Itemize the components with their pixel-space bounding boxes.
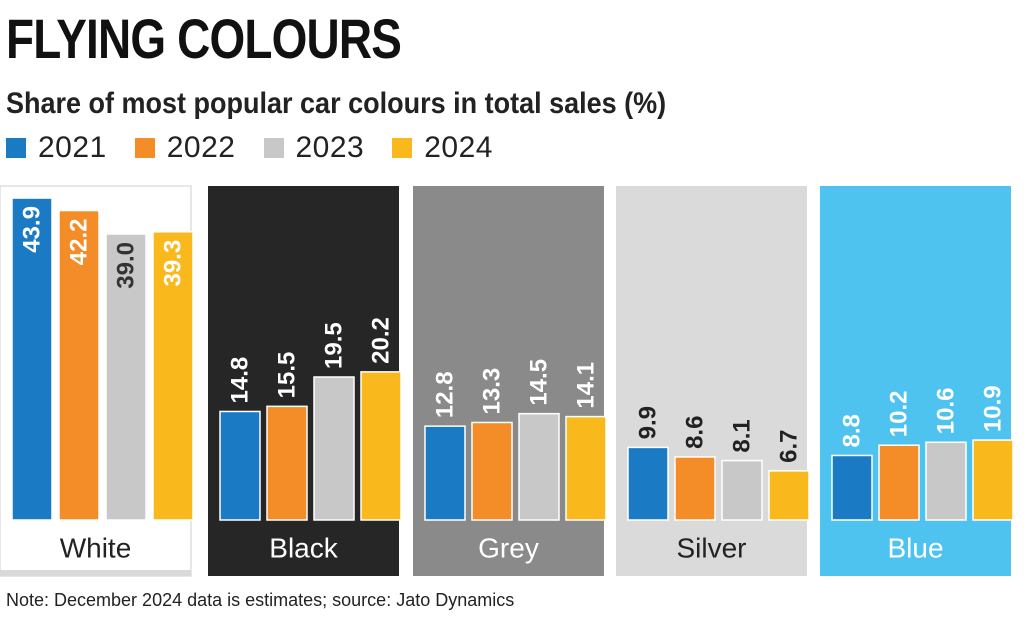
category-label-silver: Silver [676, 533, 746, 564]
value-label-black-2024: 20.2 [368, 317, 395, 364]
value-label-blue-2022: 10.2 [886, 390, 913, 437]
chart-title: FLYING COLOURS [6, 7, 402, 70]
value-label-grey-2024: 14.1 [573, 362, 600, 409]
legend: 2021 2022 2023 2024 [6, 128, 521, 168]
chart-subtitle: Share of most popular car colours in tot… [6, 87, 667, 120]
value-label-black-2022: 15.5 [274, 352, 301, 399]
bar-white-2024 [152, 231, 194, 521]
category-label-grey: Grey [478, 533, 539, 564]
value-label-silver-2024: 6.7 [776, 429, 803, 462]
bar-black-2023 [313, 376, 355, 521]
bar-white-2022 [58, 209, 100, 521]
value-label-black-2023: 19.5 [321, 322, 348, 369]
bar-grey-2022 [471, 421, 513, 521]
bar-white-2021 [11, 197, 53, 521]
bar-blue-2021 [831, 454, 873, 521]
legend-swatch-2024 [392, 138, 413, 158]
bar-grey-2021 [424, 425, 466, 521]
bar-black-2022 [266, 405, 308, 521]
category-label-black: Black [269, 533, 338, 564]
value-label-grey-2022: 13.3 [479, 368, 506, 415]
source-note: Note: December 2024 data is estimates; s… [6, 590, 515, 610]
value-label-silver-2022: 8.6 [682, 416, 709, 449]
value-label-blue-2023: 10.6 [933, 388, 960, 435]
value-label-grey-2021: 12.8 [432, 371, 459, 418]
value-label-white-2023: 39.0 [113, 242, 140, 289]
bar-silver-2024 [768, 470, 810, 521]
value-label-white-2024: 39.3 [160, 240, 187, 287]
bar-black-2021 [219, 410, 261, 521]
legend-item-2022: 2022 [134, 131, 236, 165]
legend-swatch-2021 [6, 138, 26, 158]
value-label-white-2021: 43.9 [19, 206, 46, 253]
value-label-silver-2021: 9.9 [635, 406, 662, 439]
bar-silver-2021 [627, 446, 669, 521]
value-label-black-2021: 14.8 [227, 357, 254, 404]
legend-label-2024: 2024 [424, 131, 493, 164]
value-label-silver-2023: 8.1 [729, 419, 756, 452]
category-label-white: White [60, 533, 132, 564]
bar-grey-2023 [518, 412, 560, 521]
bar-blue-2022 [878, 444, 920, 521]
legend-item-2024: 2024 [392, 131, 493, 165]
value-label-white-2022: 42.2 [66, 219, 93, 266]
legend-label-2022: 2022 [166, 131, 236, 164]
legend-item-2023: 2023 [263, 131, 365, 165]
bar-silver-2022 [674, 456, 716, 521]
bar-silver-2023 [721, 459, 763, 521]
category-label-blue: Blue [887, 533, 943, 564]
panel-white-rule [0, 570, 191, 576]
legend-item-2021: 2021 [6, 131, 107, 165]
bar-blue-2023 [925, 441, 967, 521]
bar-grey-2024 [565, 415, 607, 521]
legend-swatch-2022 [134, 138, 155, 158]
legend-label-2021: 2021 [38, 131, 107, 164]
legend-swatch-2023 [263, 138, 284, 158]
value-label-grey-2023: 14.5 [526, 359, 553, 406]
bar-blue-2024 [972, 439, 1014, 521]
bar-white-2023 [105, 233, 147, 521]
legend-label-2023: 2023 [295, 131, 365, 164]
bar-black-2024 [360, 371, 402, 521]
value-label-blue-2021: 8.8 [839, 414, 866, 447]
value-label-blue-2024: 10.9 [980, 385, 1007, 432]
